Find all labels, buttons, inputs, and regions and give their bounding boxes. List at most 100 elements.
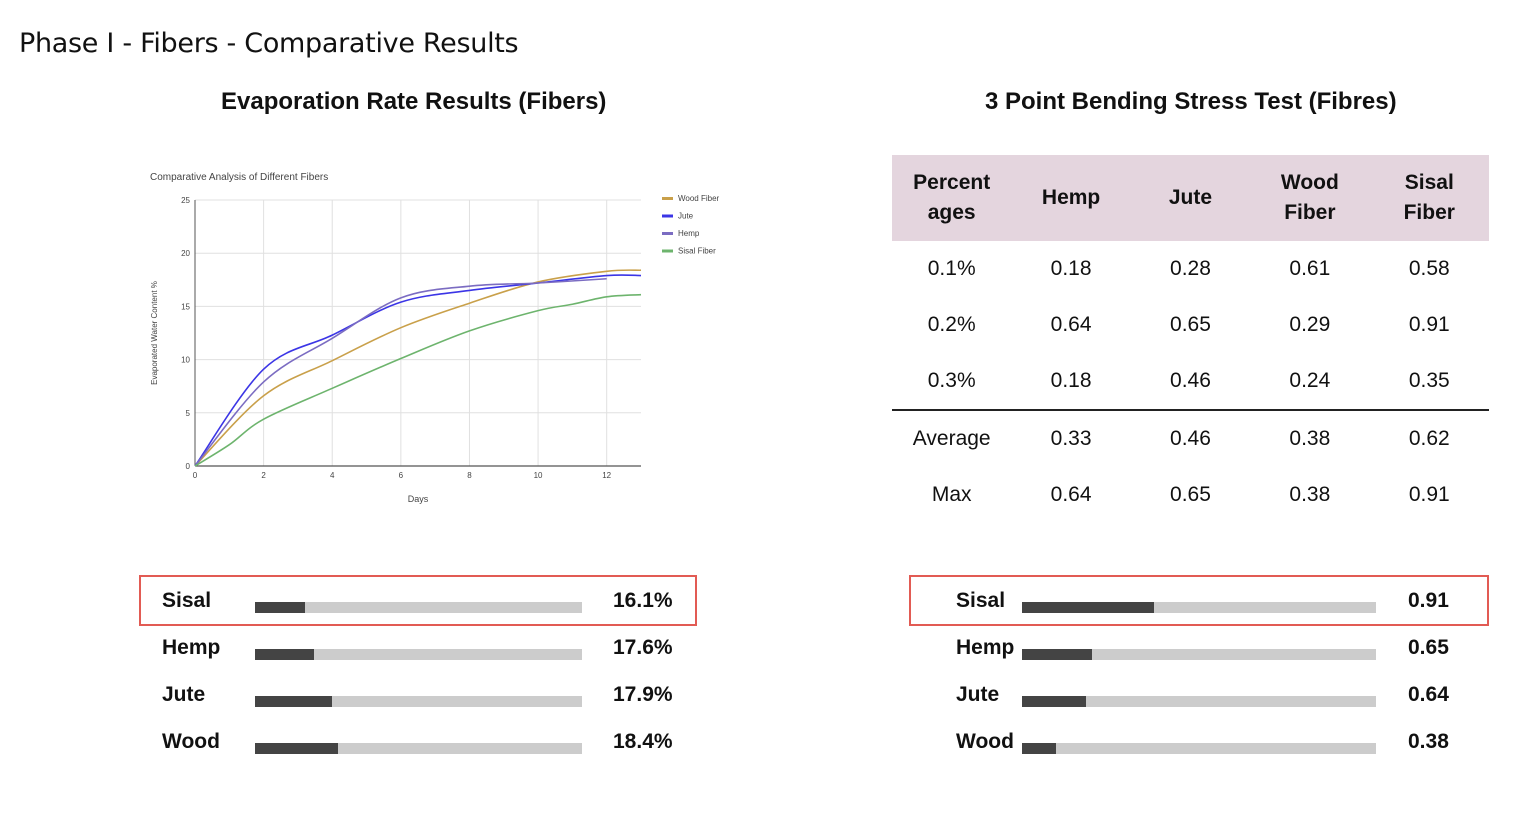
series-line-jute [194, 274, 642, 467]
header-jute: Jute [1130, 155, 1251, 241]
svg-text:10: 10 [181, 356, 190, 365]
bar-track [1022, 602, 1376, 613]
table-summary-row-average: Average 0.33 0.46 0.38 0.62 [892, 409, 1489, 467]
evaporation-line-chart: Comparative Analysis of Different Fibers… [140, 165, 740, 515]
bar-row-sisal: Sisal 16.1% [139, 575, 697, 626]
table-cell: 0.65 [1170, 313, 1211, 336]
table-cell: 0.91 [1408, 313, 1450, 336]
svg-text:0: 0 [193, 471, 198, 480]
bar-value: 0.91 [1408, 589, 1449, 612]
table-cell: 0.3% [927, 369, 976, 392]
bar-fill [255, 743, 339, 754]
table-cell: Max [931, 483, 972, 506]
header-wood-fiber: Wood Fiber [1250, 155, 1370, 241]
table-row: 0.2% 0.64 0.65 0.29 0.91 [892, 297, 1489, 353]
bar-label: Wood [162, 730, 220, 753]
chart-title: Comparative Analysis of Different Fibers [150, 172, 328, 183]
bar-row-jute: Jute 17.9% [141, 671, 695, 718]
svg-text:5: 5 [186, 409, 191, 418]
bar-fill [1022, 649, 1093, 660]
table-cell: 0.58 [1408, 257, 1450, 280]
svg-text:2: 2 [261, 471, 266, 480]
table-cell: 0.46 [1130, 409, 1251, 467]
bar-track [255, 743, 582, 754]
svg-text:10: 10 [534, 471, 543, 480]
table-cell: 0.46 [1170, 369, 1211, 392]
header-sisal-fiber: Sisal Fiber [1369, 155, 1489, 241]
bending-stress-table: Percent ages Hemp Jute Wood Fiber Sisal Fib… [892, 155, 1489, 523]
bar-label: Hemp [956, 636, 1015, 659]
bar-track [255, 602, 582, 613]
table-row: 0.3% 0.18 0.46 0.24 0.35 [892, 353, 1489, 410]
series-line-sisal-fiber [194, 293, 642, 467]
table-cell: 0.61 [1289, 257, 1331, 280]
table-cell: 0.64 [1050, 313, 1092, 336]
bar-track [1022, 649, 1376, 660]
table-cell: Average [892, 409, 1012, 467]
table-cell: 0.18 [1050, 257, 1092, 280]
bar-row-sisal: Sisal 0.91 [909, 575, 1489, 626]
table-cell: 0.29 [1289, 313, 1331, 336]
bar-row-jute: Jute 0.64 [911, 671, 1487, 718]
table-cell: 0.28 [1170, 257, 1211, 280]
svg-text:Wood Fiber: Wood Fiber [678, 194, 720, 203]
svg-text:4: 4 [330, 471, 335, 480]
bar-label: Jute [162, 683, 206, 706]
table-cell: 0.38 [1250, 409, 1370, 467]
table-row: 0.1% 0.18 0.28 0.61 0.58 [892, 241, 1489, 297]
table-summary-row-max: Max 0.64 0.65 0.38 0.91 [892, 467, 1489, 523]
series-line-hemp [194, 277, 607, 467]
table-cell: 0.24 [1289, 369, 1331, 392]
bar-label: Wood [956, 730, 1014, 753]
table-cell: 0.2% [927, 313, 976, 336]
bar-value: 17.6% [613, 636, 673, 659]
series-line-wood-fiber [194, 269, 642, 467]
svg-text:6: 6 [399, 471, 404, 480]
bar-track [1022, 696, 1376, 707]
page-title: Phase I - Fibers - Comparative Results [19, 28, 519, 59]
table-cell: 0.38 [1289, 483, 1331, 506]
bar-row-wood: Wood 0.38 [911, 718, 1487, 765]
bar-label: Sisal [162, 589, 212, 612]
bar-fill [1022, 602, 1155, 613]
svg-text:Jute: Jute [678, 212, 694, 221]
table-cell: 0.1% [927, 257, 976, 280]
table-cell: 0.64 [1050, 483, 1092, 506]
bar-track [255, 696, 582, 707]
bar-row-hemp: Hemp 17.6% [141, 624, 695, 671]
svg-text:Hemp: Hemp [678, 229, 700, 238]
table-cell: 0.35 [1408, 369, 1450, 392]
bar-track [255, 649, 582, 660]
svg-text:15: 15 [181, 302, 190, 311]
chart-x-axis-label: Days [408, 494, 429, 504]
bar-value: 18.4% [613, 730, 673, 753]
bar-value: 0.64 [1408, 683, 1449, 706]
svg-text:12: 12 [602, 471, 611, 480]
bar-value: 0.38 [1408, 730, 1449, 753]
svg-text:25: 25 [181, 196, 190, 205]
evaporation-section-title: Evaporation Rate Results (Fibers) [221, 88, 607, 115]
header-hemp: Hemp [1011, 155, 1131, 241]
chart-axes: 0 5 10 15 20 25 0 2 4 6 8 10 12 [181, 196, 641, 480]
svg-text:Sisal Fiber: Sisal Fiber [678, 247, 716, 256]
svg-text:8: 8 [467, 471, 472, 480]
bar-label: Jute [956, 683, 1000, 706]
bending-section-title: 3 Point Bending Stress Test (Fibres) [985, 88, 1397, 115]
bar-value: 17.9% [613, 683, 673, 706]
bar-label: Hemp [162, 636, 221, 659]
header-percentages: Percent ages [892, 155, 1012, 241]
bar-fill [255, 696, 332, 707]
bar-fill [1022, 743, 1056, 754]
svg-text:20: 20 [181, 249, 190, 258]
chart-y-axis-label: Evaporated Water Content % [150, 281, 159, 385]
evaporation-bar-summary: Sisal 16.1% Hemp 17.6% Jute 17.9% Wood 1… [139, 575, 697, 767]
bar-fill [1022, 696, 1086, 707]
table-cell: 0.62 [1369, 409, 1489, 467]
table-cell: 0.33 [1011, 409, 1131, 467]
table-header-row: Percent ages Hemp Jute Wood Fiber Sisal Fib… [892, 155, 1489, 241]
bar-track [1022, 743, 1376, 754]
bar-label: Sisal [956, 589, 1006, 612]
table-cell: 0.65 [1170, 483, 1211, 506]
chart-gridlines [195, 199, 641, 466]
bar-value: 0.65 [1408, 636, 1449, 659]
